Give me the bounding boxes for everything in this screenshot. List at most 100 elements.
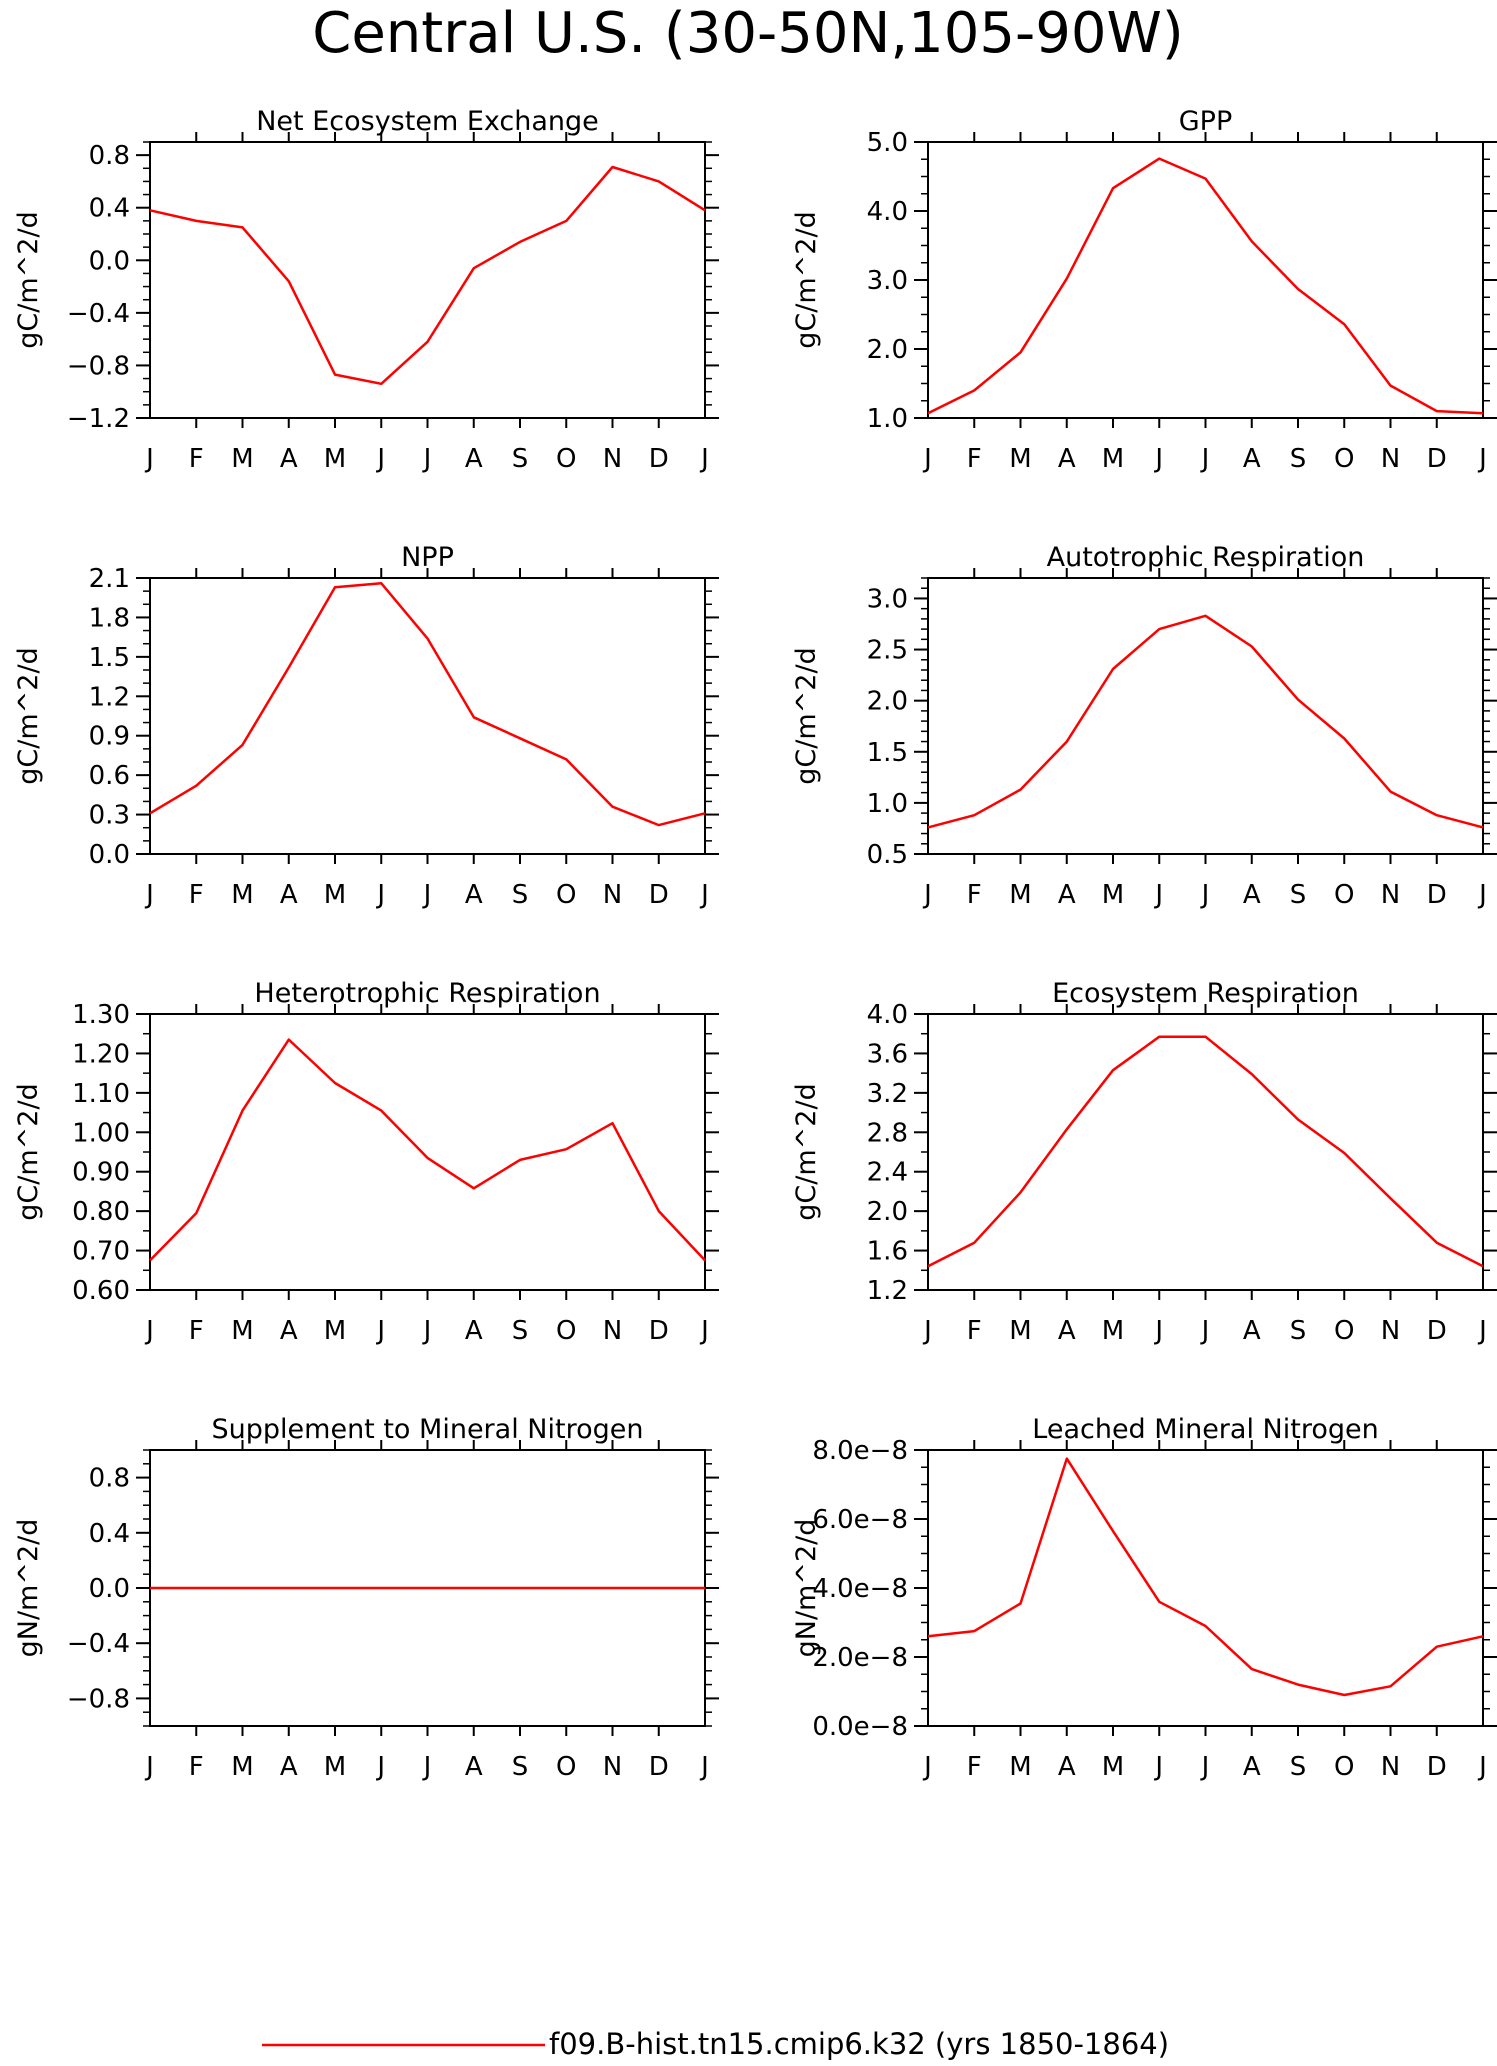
series-line (149, 165, 706, 386)
x-tick-label: J (1200, 1316, 1210, 1346)
x-tick-label: D (649, 1752, 669, 1782)
y-tick-label: 1.8 (89, 603, 130, 633)
x-tick-label: O (1334, 1316, 1354, 1346)
y-tick-label: 1.2 (867, 1276, 908, 1306)
x-tick-label: O (1334, 1752, 1354, 1782)
y-tick-label: 0.70 (72, 1237, 130, 1267)
x-tick-label: D (649, 880, 669, 910)
panel-title: Ecosystem Respiration (1052, 978, 1359, 1009)
x-tick-label: J (1153, 1752, 1163, 1782)
y-tick-label: 0.9 (89, 722, 130, 752)
y-tick-label: 0.4 (89, 1519, 130, 1549)
x-tick-label: J (144, 444, 154, 474)
x-tick-label: M (1102, 444, 1124, 474)
x-tick-label: D (649, 1316, 669, 1346)
y-tick-label: 4.0 (867, 1000, 908, 1030)
y-tick-label: 3.6 (867, 1039, 908, 1069)
x-tick-label: F (189, 880, 204, 910)
x-tick-label: J (1477, 444, 1487, 474)
y-axis-label: gC/m^2/d (13, 1083, 44, 1220)
panel-title: Net Ecosystem Exchange (256, 106, 599, 137)
x-tick-label: A (280, 1316, 298, 1346)
x-tick-label: F (189, 444, 204, 474)
x-tick-label: O (556, 1316, 576, 1346)
x-tick-label: J (699, 1316, 709, 1346)
x-tick-label: F (967, 444, 982, 474)
x-tick-label: S (512, 880, 529, 910)
x-tick-label: F (967, 1316, 982, 1346)
x-tick-label: D (1427, 1752, 1447, 1782)
figure-title: Central U.S. (30-50N,105-90W) (312, 1, 1183, 66)
x-tick-label: N (1381, 1316, 1400, 1346)
y-axis-label: gC/m^2/d (13, 647, 44, 784)
x-tick-label: J (375, 1316, 385, 1346)
x-tick-label: M (231, 444, 253, 474)
x-tick-label: O (556, 1752, 576, 1782)
panel-title: NPP (401, 542, 454, 573)
x-tick-label: J (699, 1752, 709, 1782)
x-tick-label: N (1381, 1752, 1400, 1782)
y-tick-label: 0.8 (89, 141, 130, 171)
y-tick-label: 1.2 (89, 682, 130, 712)
y-tick-label: 3.0 (867, 584, 908, 614)
x-tick-label: N (603, 1752, 622, 1782)
series-line (927, 1457, 1484, 1697)
x-tick-label: S (1290, 444, 1307, 474)
y-tick-label: 2.1 (89, 564, 130, 594)
x-tick-label: J (422, 1752, 432, 1782)
x-tick-label: J (922, 1316, 932, 1346)
x-tick-label: J (922, 444, 932, 474)
x-tick-label: J (1200, 444, 1210, 474)
y-axis-label: gN/m^2/d (791, 1519, 822, 1658)
plot-frame (927, 577, 1484, 855)
y-tick-label: 1.0 (867, 789, 908, 819)
y-tick-label: 0.80 (72, 1197, 130, 1227)
x-tick-label: J (1153, 1316, 1163, 1346)
x-tick-label: A (1243, 1316, 1261, 1346)
y-tick-label: 4.0 (867, 197, 908, 227)
x-tick-label: M (324, 880, 346, 910)
y-tick-label: 1.10 (72, 1079, 130, 1109)
x-tick-label: J (699, 444, 709, 474)
y-tick-label: 0.0e−8 (812, 1712, 908, 1742)
x-tick-label: F (967, 1752, 982, 1782)
x-tick-label: S (512, 1752, 529, 1782)
x-tick-label: A (465, 1316, 483, 1346)
x-tick-label: J (422, 1316, 432, 1346)
y-tick-label: 6.0e−8 (812, 1505, 908, 1535)
x-tick-label: J (922, 880, 932, 910)
x-tick-label: J (375, 444, 385, 474)
x-tick-label: J (422, 444, 432, 474)
x-tick-label: A (1243, 880, 1261, 910)
y-tick-label: 2.0 (867, 335, 908, 365)
x-tick-label: D (649, 444, 669, 474)
x-tick-label: S (512, 444, 529, 474)
plot-frame (149, 577, 706, 855)
y-tick-label: −0.8 (67, 351, 130, 381)
y-tick-label: 2.0 (867, 1197, 908, 1227)
x-tick-label: A (465, 1752, 483, 1782)
x-tick-label: M (324, 1316, 346, 1346)
x-tick-label: J (375, 1752, 385, 1782)
x-tick-label: J (1153, 880, 1163, 910)
chart-panel: 0.0e−82.0e−84.0e−86.0e−88.0e−8J F M A M J J A S O… (791, 1414, 1497, 1782)
y-tick-label: 5.0 (867, 128, 908, 158)
y-tick-label: 0.4 (89, 194, 130, 224)
x-tick-label: M (1102, 1752, 1124, 1782)
y-tick-label: 2.5 (867, 636, 908, 666)
x-tick-label: S (512, 1316, 529, 1346)
x-tick-label: J (422, 880, 432, 910)
x-tick-label: N (603, 1316, 622, 1346)
y-tick-label: 1.5 (867, 738, 908, 768)
y-tick-label: 2.0 (867, 687, 908, 717)
x-tick-label: M (324, 1752, 346, 1782)
y-tick-label: 0.5 (867, 840, 908, 870)
y-tick-label: 2.0e−8 (812, 1643, 908, 1673)
panel-title: Supplement to Mineral Nitrogen (212, 1414, 644, 1445)
x-tick-label: N (603, 880, 622, 910)
y-tick-label: 2.4 (867, 1158, 908, 1188)
x-tick-label: S (1290, 1752, 1307, 1782)
